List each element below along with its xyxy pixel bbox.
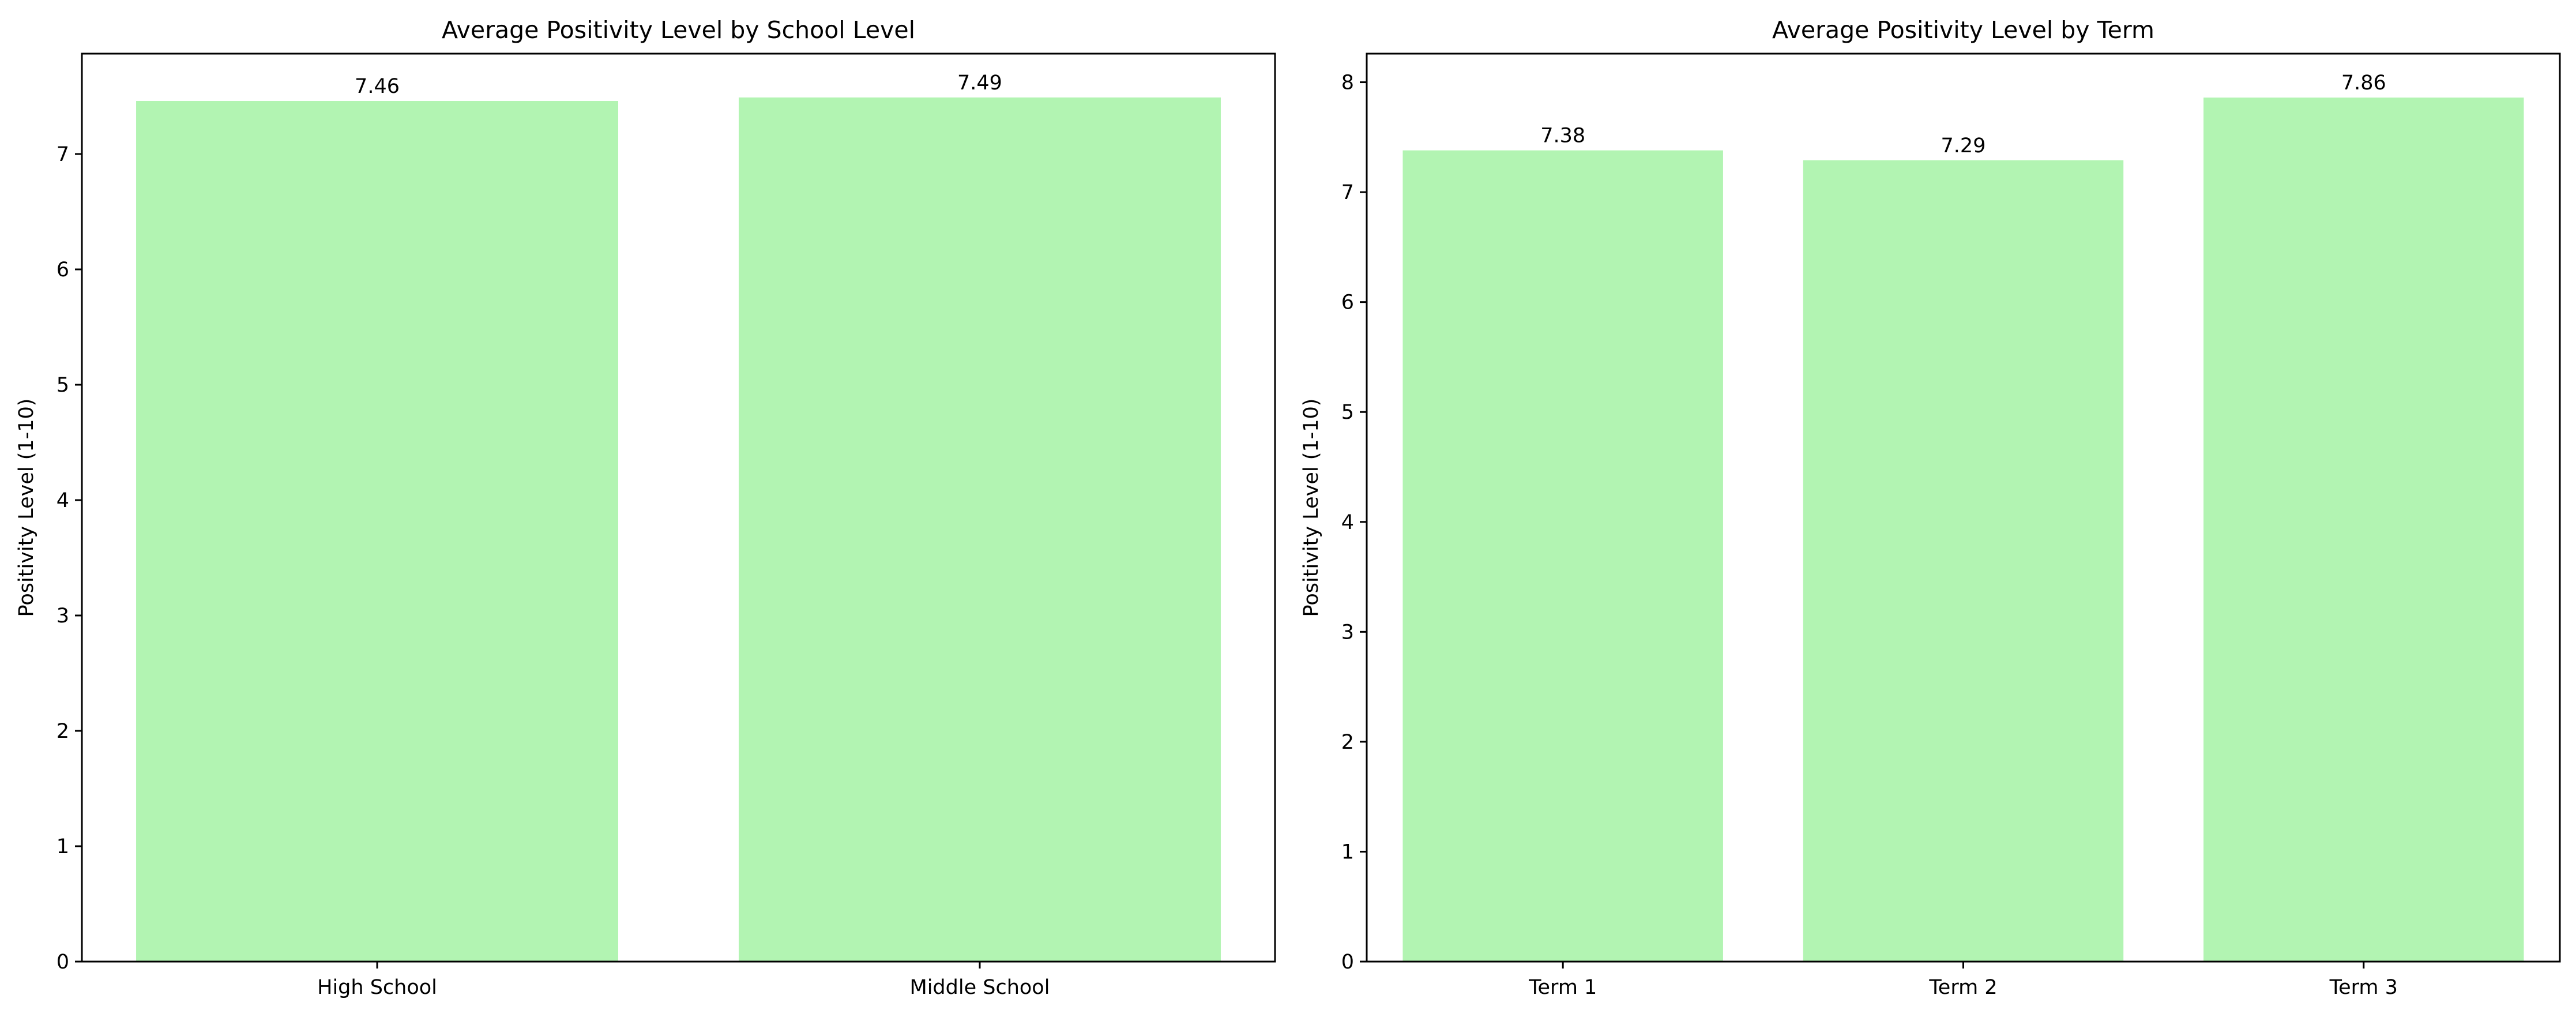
data-label: 7.49 — [957, 72, 1002, 95]
x-tick-label: Term 3 — [2329, 976, 2398, 999]
y-tick-label: 5 — [1341, 401, 1354, 424]
y-tick-label: 4 — [1341, 511, 1354, 534]
data-label: 7.29 — [1941, 134, 1986, 157]
bar — [136, 101, 619, 962]
data-label: 7.46 — [355, 75, 400, 98]
x-tick-label: Term 2 — [1928, 976, 1997, 999]
y-tick-label: 7 — [57, 143, 69, 166]
data-label: 7.86 — [2341, 72, 2386, 95]
y-axis-label: Positivity Level (1-10) — [1300, 399, 1323, 617]
plot-frame — [1366, 52, 2561, 963]
chart-title: Average Positivity Level by School Level — [442, 16, 915, 44]
y-tick-label: 1 — [57, 835, 69, 858]
y-tick-label: 4 — [57, 489, 69, 512]
y-tick-label: 3 — [57, 605, 69, 628]
y-tick-label: 3 — [1341, 621, 1354, 644]
y-tick-label: 1 — [1341, 840, 1354, 864]
chart-term: Average Positivity Level by Term Positiv… — [1300, 16, 2561, 999]
data-label: 7.38 — [1540, 125, 1585, 148]
y-tick-label: 0 — [57, 951, 69, 974]
y-tick-label: 7 — [1341, 181, 1354, 204]
y-tick-label: 8 — [1341, 72, 1354, 95]
bars-layer: 7.38 Term 1 7.29 Term 2 7.86 Term 3 0 1 2 3 4 5 6 7 8 — [1341, 72, 2524, 999]
y-tick-label: 6 — [57, 258, 69, 281]
bar — [738, 97, 1221, 962]
bar — [2203, 97, 2524, 962]
bar — [1803, 160, 2124, 962]
x-tick-label: High School — [317, 976, 437, 999]
chart-title: Average Positivity Level by Term — [1772, 16, 2154, 44]
y-tick-label: 5 — [57, 374, 69, 397]
bars-layer: 7.46 High School 7.49 Middle School 0 1 2 3 4 5 6 7 — [57, 72, 1221, 999]
y-axis-label: Positivity Level (1-10) — [15, 399, 38, 617]
x-tick-label: Term 1 — [1528, 976, 1597, 999]
y-tick-label: 6 — [1341, 291, 1354, 314]
y-tick-label: 2 — [57, 720, 69, 743]
chart-school-level: Average Positivity Level by School Level… — [15, 16, 1276, 999]
plot-frame — [81, 52, 1276, 963]
y-tick-label: 2 — [1341, 731, 1354, 754]
bar — [1402, 150, 1723, 962]
y-tick-label: 0 — [1341, 951, 1354, 974]
x-tick-label: Middle School — [910, 976, 1050, 999]
